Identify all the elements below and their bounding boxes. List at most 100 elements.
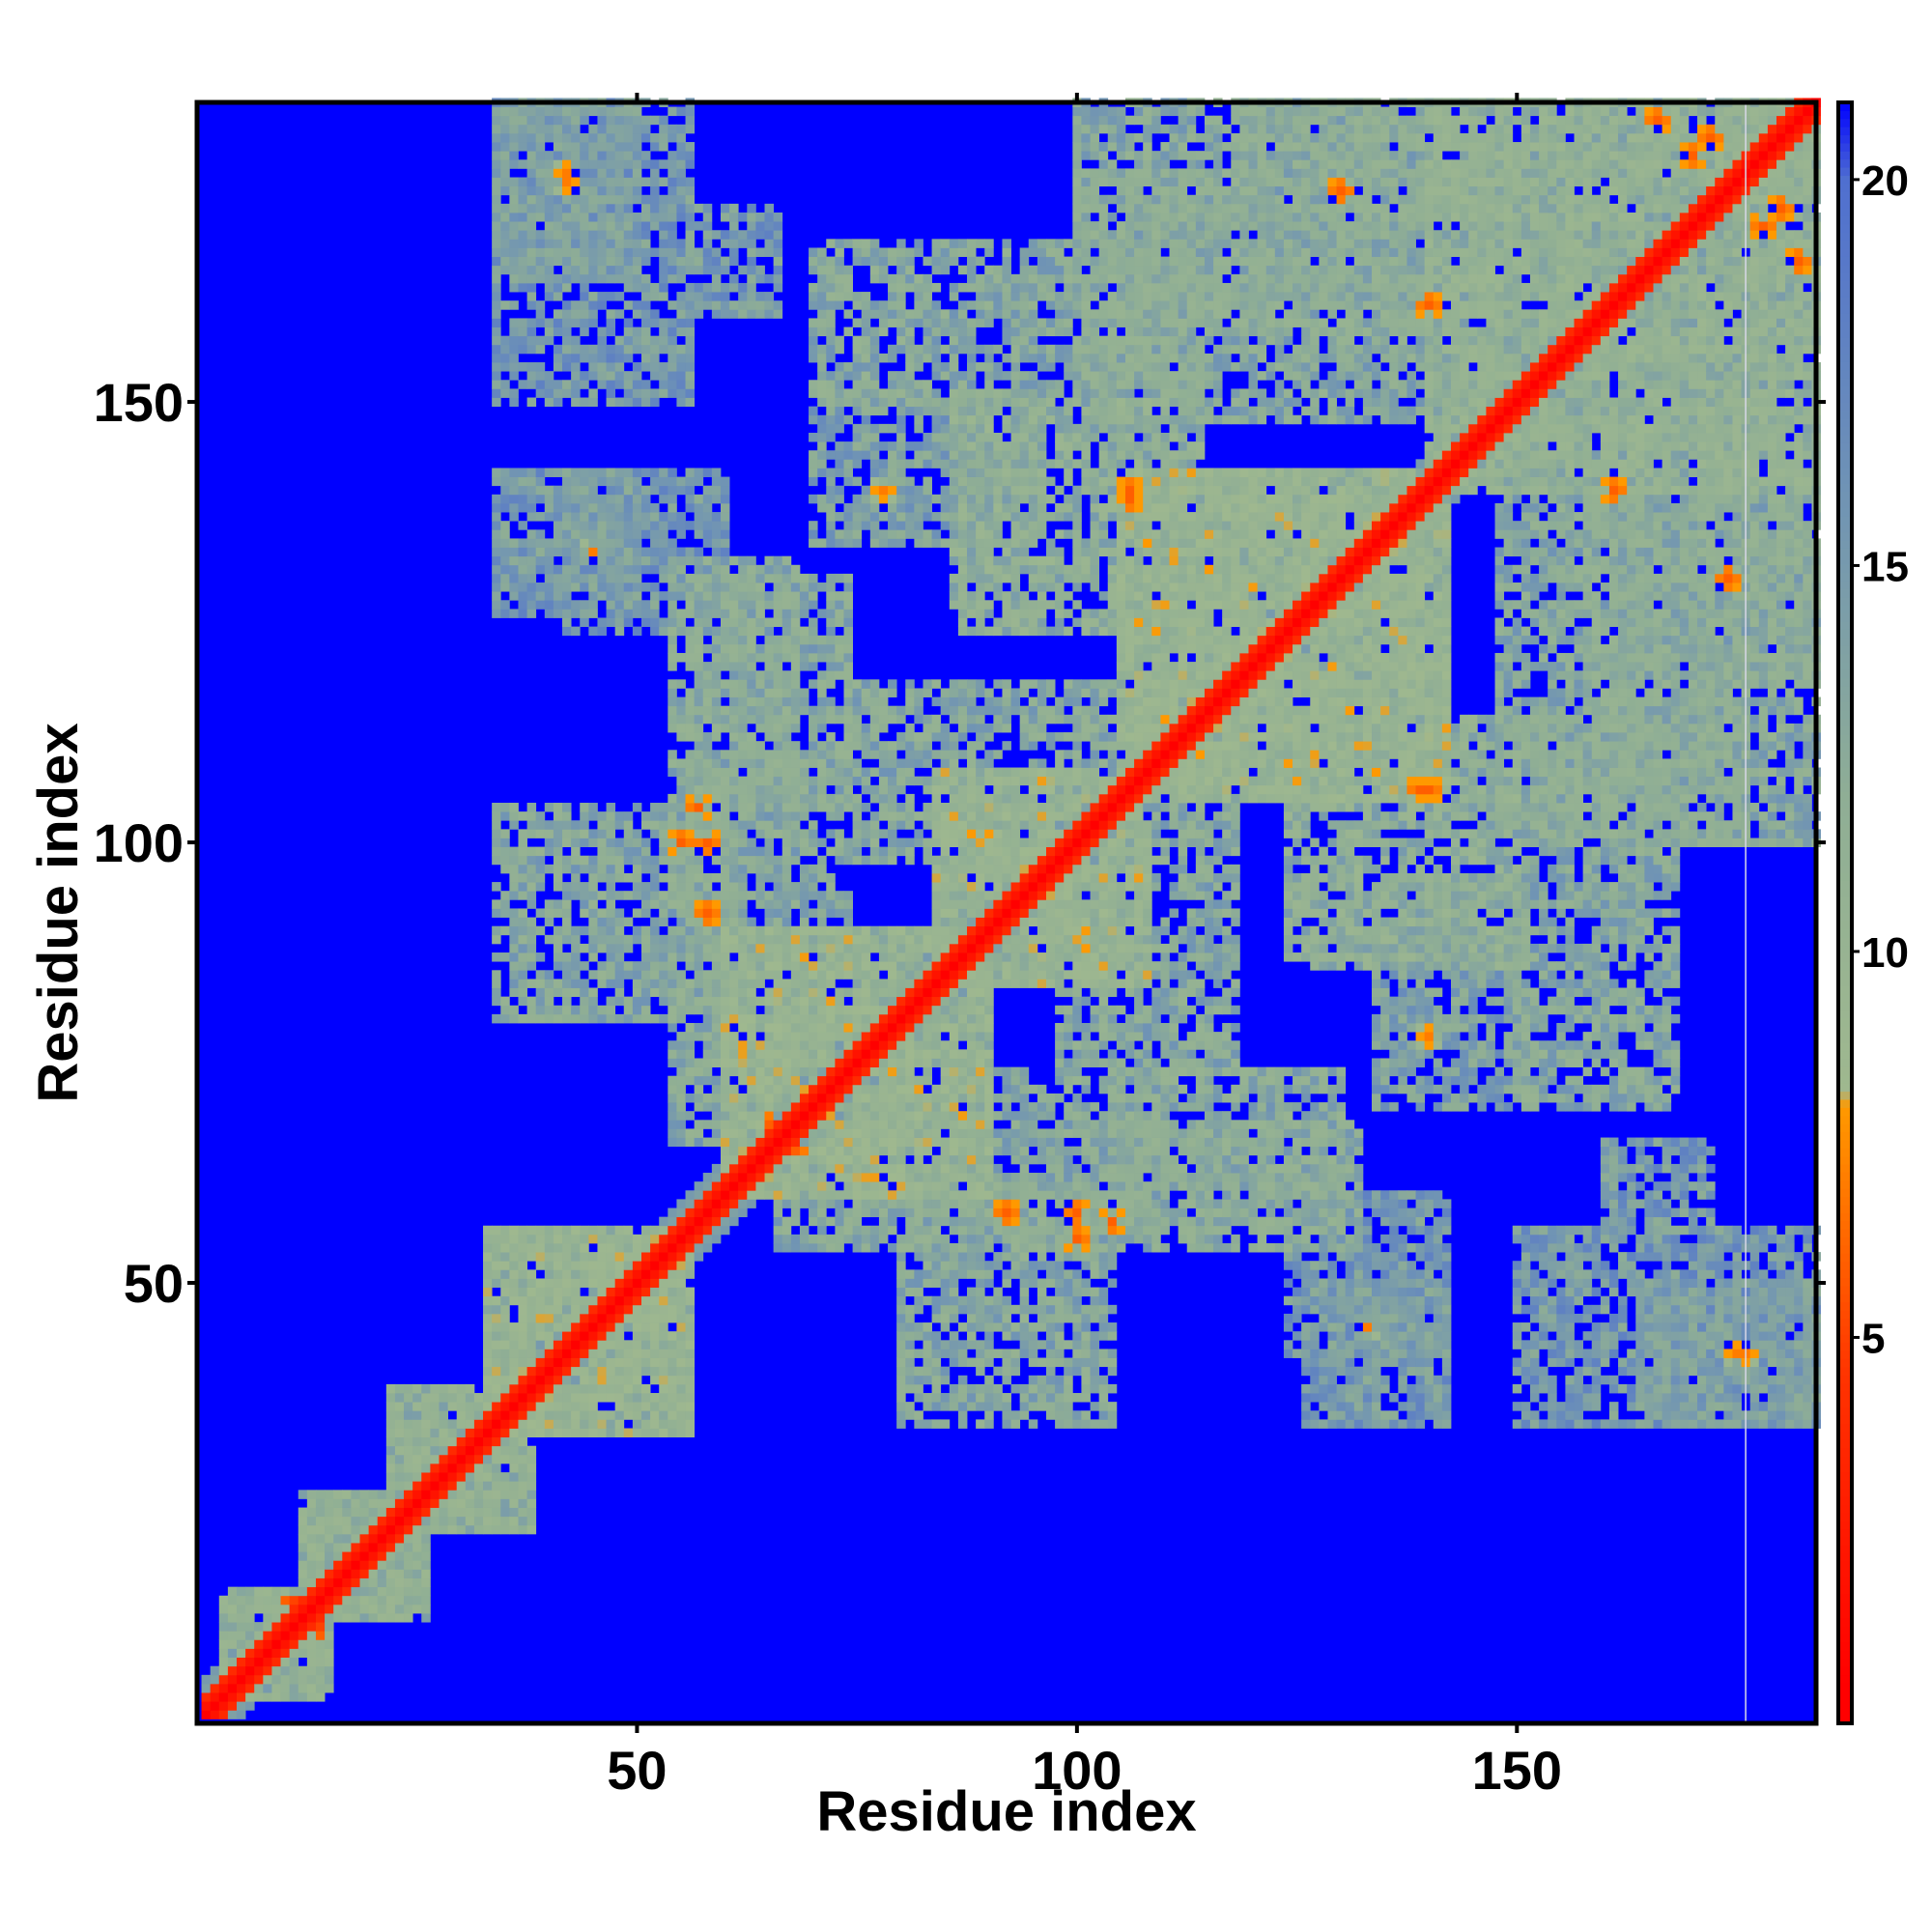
heatmap-cell [650, 555, 660, 566]
heatmap-cell [368, 1507, 379, 1518]
heatmap-cell [359, 1577, 370, 1588]
heatmap-cell [773, 1040, 783, 1050]
heatmap-cell [623, 1402, 634, 1411]
heatmap-cell [526, 882, 537, 892]
heatmap-cell [659, 1375, 668, 1385]
heatmap-cell [535, 1419, 546, 1429]
heatmap-cell [790, 705, 801, 716]
heatmap-cell [685, 194, 696, 205]
heatmap-cell [535, 996, 546, 1007]
heatmap-cell [809, 538, 818, 548]
heatmap-cell [500, 1013, 510, 1024]
heatmap-cell [869, 450, 880, 460]
heatmap-cell [571, 626, 581, 637]
heatmap-cell [553, 811, 563, 821]
heatmap-cell [826, 705, 836, 716]
heatmap-cell [315, 1498, 326, 1508]
heatmap-cell [729, 239, 739, 248]
heatmap-cell [923, 1366, 932, 1377]
heatmap-cell [404, 1463, 413, 1473]
heatmap-cell [861, 371, 871, 381]
heatmap-cell [826, 1234, 836, 1244]
heatmap-cell [888, 705, 897, 716]
heatmap-cell [694, 1225, 704, 1236]
heatmap-cell [905, 335, 915, 346]
heatmap-cell [571, 521, 581, 530]
heatmap-cell [711, 273, 722, 284]
heatmap-cell [588, 468, 598, 477]
heatmap-cell [535, 362, 546, 372]
heatmap-cell [747, 750, 756, 759]
heatmap-cell [888, 380, 897, 389]
heatmap-cell [509, 1366, 519, 1377]
heatmap-cell [738, 970, 748, 980]
heatmap-cell [711, 1190, 722, 1200]
heatmap-cell [659, 573, 668, 583]
heatmap-cell [896, 1208, 906, 1218]
heatmap-cell [852, 1181, 863, 1191]
heatmap-cell [781, 1146, 792, 1156]
heatmap-cell [905, 934, 915, 945]
heatmap-cell [790, 662, 801, 671]
heatmap-cell [535, 1383, 546, 1394]
heatmap-cell [518, 230, 527, 240]
heatmap-cell [640, 132, 651, 143]
heatmap-cell [544, 908, 554, 918]
heatmap-cell [562, 239, 572, 248]
heatmap-cell [668, 335, 677, 346]
heatmap-cell [553, 1287, 563, 1297]
heatmap-cell [315, 1613, 326, 1623]
heatmap-cell [729, 767, 739, 778]
heatmap-cell [218, 1683, 229, 1693]
heatmap-cell [553, 908, 563, 918]
heatmap-cell [492, 1428, 501, 1438]
heatmap-cell [571, 1349, 581, 1358]
heatmap-cell [685, 688, 696, 697]
heatmap-cell [650, 961, 660, 971]
heatmap-cell [861, 723, 871, 733]
heatmap-cell [606, 891, 616, 900]
heatmap-cell [747, 292, 756, 301]
heatmap-cell [640, 292, 651, 301]
heatmap-cell [632, 362, 642, 372]
heatmap-cell [729, 247, 739, 257]
heatmap-cell [588, 811, 598, 821]
heatmap-cell [835, 1128, 844, 1138]
heatmap-cell [580, 979, 589, 988]
heatmap-cell [526, 362, 537, 372]
heatmap-cell [218, 1648, 229, 1658]
heatmap-cell [509, 1507, 519, 1518]
heatmap-cell [351, 1569, 360, 1578]
heatmap-cell [597, 239, 607, 248]
heatmap-cell [500, 221, 510, 231]
heatmap-cell [280, 1683, 291, 1693]
heatmap-cell [729, 230, 739, 240]
heatmap-cell [747, 732, 756, 742]
heatmap-cell [852, 1058, 863, 1067]
heatmap-cell [720, 538, 730, 548]
heatmap-cell [614, 397, 625, 408]
heatmap-cell [571, 943, 581, 953]
heatmap-cell [861, 1075, 871, 1086]
heatmap-cell [799, 917, 810, 927]
heatmap-cell [694, 617, 704, 628]
heatmap-cell [676, 882, 686, 892]
heatmap-cell [817, 803, 827, 812]
heatmap-cell [562, 573, 572, 583]
heatmap-cell [923, 1419, 932, 1429]
heatmap-cell [781, 767, 792, 778]
heatmap-cell [500, 1393, 510, 1403]
heatmap-cell [518, 1242, 527, 1253]
heatmap-cell [500, 609, 510, 618]
heatmap-cell [632, 529, 642, 539]
heatmap-cell [905, 1340, 915, 1350]
heatmap-cell [597, 468, 607, 477]
heatmap-cell [781, 872, 792, 883]
heatmap-cell [421, 1543, 431, 1552]
heatmap-cell [544, 397, 554, 408]
heatmap-cell [385, 1586, 396, 1597]
heatmap-cell [509, 1524, 519, 1535]
heatmap-cell [835, 362, 844, 372]
heatmap-cell [562, 855, 572, 866]
heatmap-cell [668, 512, 677, 522]
